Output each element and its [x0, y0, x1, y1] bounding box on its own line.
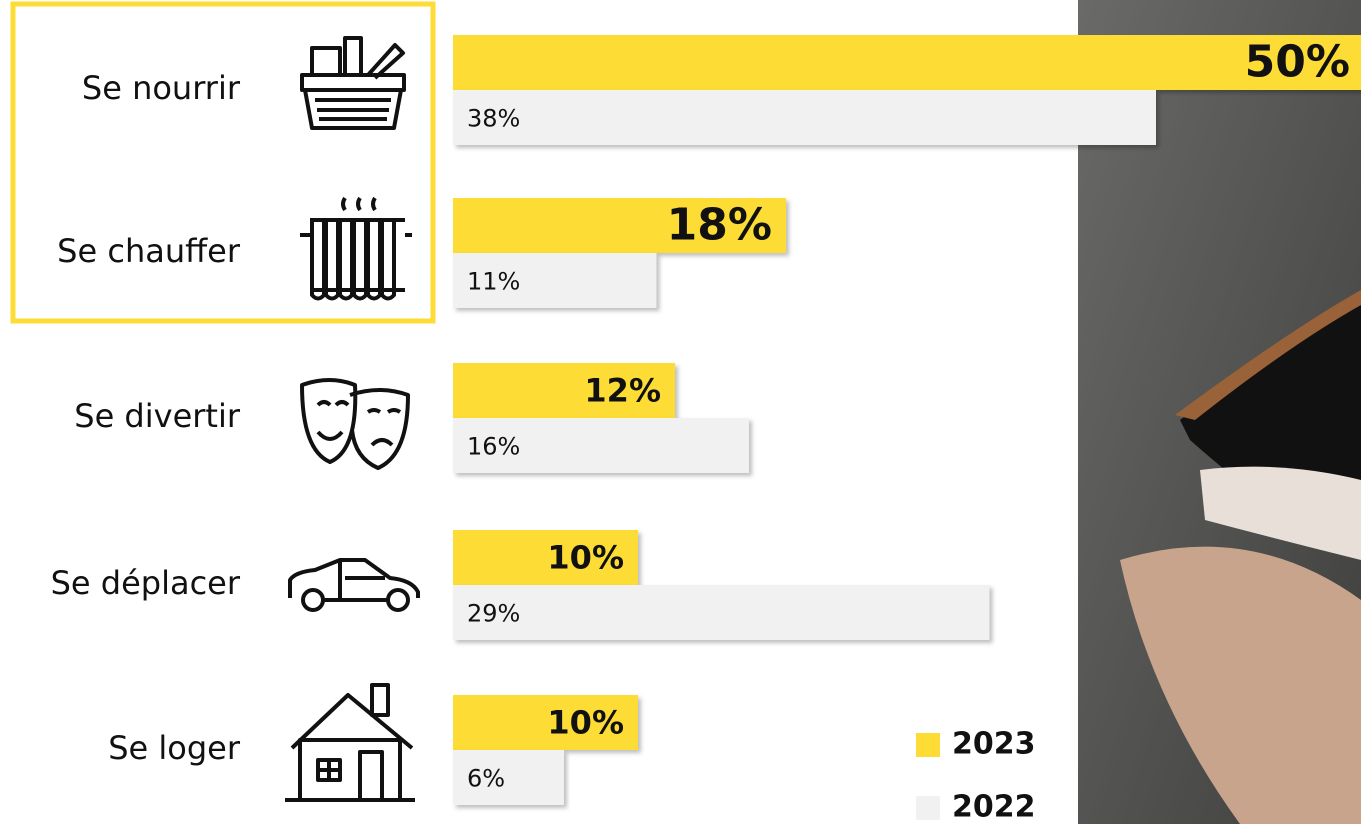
bar [453, 363, 675, 418]
bar [453, 90, 1156, 145]
value-label: 10% [547, 704, 624, 742]
value-label: 18% [667, 200, 772, 251]
legend-swatch [916, 733, 940, 757]
category-label: Se divertir [74, 397, 241, 435]
value-label: 38% [467, 105, 520, 133]
bar [453, 585, 990, 640]
bar [453, 530, 638, 585]
bar [453, 35, 1361, 90]
bar [453, 253, 657, 308]
legend-label: 2023 [952, 727, 1036, 762]
value-label: 16% [467, 433, 520, 461]
category-label: Se déplacer [51, 564, 241, 602]
value-label: 12% [584, 372, 661, 410]
value-label: 29% [467, 600, 520, 628]
value-label: 10% [547, 539, 624, 577]
value-label: 11% [467, 268, 520, 296]
legend-swatch [916, 796, 940, 820]
bar [453, 695, 638, 750]
bar [453, 750, 564, 805]
icons [285, 36, 420, 802]
category-label: Se loger [108, 729, 241, 767]
category-label: Se chauffer [57, 232, 241, 270]
category-label: Se nourrir [82, 69, 241, 107]
basket-icon [300, 36, 406, 130]
value-label: 6% [467, 765, 505, 793]
car-icon [288, 558, 420, 612]
legend-label: 2022 [952, 790, 1036, 824]
highlight-box [10, 1, 436, 324]
photo [1078, 0, 1361, 824]
masks-icon [300, 378, 410, 470]
bar [453, 418, 749, 473]
bar [453, 198, 786, 253]
house-icon [285, 683, 415, 802]
radiator-icon [300, 196, 412, 301]
value-label: 50% [1245, 37, 1350, 88]
